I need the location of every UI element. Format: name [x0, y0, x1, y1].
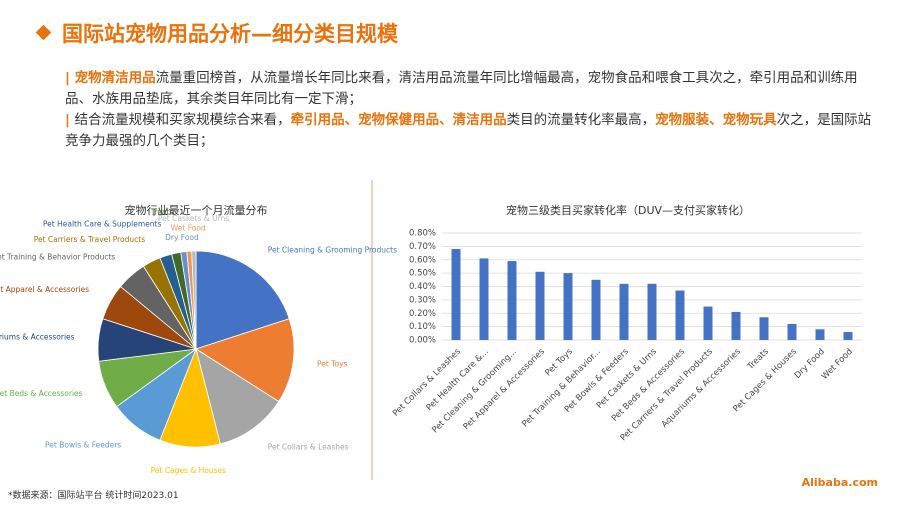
- pie-label: Dry Food: [165, 233, 199, 242]
- bar: [731, 311, 741, 340]
- bar: [843, 331, 853, 340]
- pie-label: Pet Beds & Accessories: [0, 389, 83, 398]
- pie-label: Aquariums & Accessories: [0, 333, 75, 342]
- bar: [787, 323, 797, 340]
- y-tick-label: 0.70%: [409, 242, 436, 252]
- bar: [619, 283, 629, 340]
- bar: [675, 290, 685, 340]
- text-run: 次之，是国际站竞争力最强的几个类目；: [65, 112, 872, 149]
- bar: [703, 306, 713, 340]
- bar: [507, 261, 517, 340]
- bar: [591, 279, 601, 340]
- bar: [563, 273, 573, 340]
- summary-text: | 宠物清洁用品流量重回榜首，从流量增长年同比来看，清洁用品流量年同比增幅最高，…: [65, 68, 880, 152]
- bar: [479, 258, 489, 340]
- y-tick-label: 0.20%: [409, 309, 436, 319]
- brand-logo: Alibaba.com: [801, 476, 878, 489]
- bar: [647, 283, 657, 340]
- text-run: 宠物服装、宠物玩具: [655, 112, 777, 128]
- pie-label: Pet Toys: [317, 359, 348, 368]
- bar: [759, 317, 769, 340]
- y-tick-label: 0.40%: [409, 282, 436, 292]
- y-tick-label: 0.60%: [409, 255, 436, 265]
- x-tick-label: Wet Food: [820, 347, 855, 382]
- bar: [815, 329, 825, 340]
- text-run: 流量重回榜首，从流量增长年同比来看，清洁用品流量年同比增幅最高，宠物食品和喂食工…: [65, 70, 858, 107]
- pie-slice: [195, 318, 295, 403]
- y-tick-label: 0.10%: [409, 322, 436, 332]
- pie-label: Pet Cages & Houses: [151, 466, 226, 475]
- pie-label: Pet Training & Behavior Products: [0, 252, 115, 261]
- pie-label: Pet Collars & Leashes: [268, 443, 349, 452]
- paragraph: | 结合流量规模和买家规模综合来看，牵引用品、宠物保健用品、清洁用品类目的流量转…: [65, 110, 880, 152]
- pie-label: Treats: [150, 207, 174, 216]
- y-tick-label: 0.00%: [409, 336, 436, 346]
- x-tick-label: Treats: [745, 346, 771, 372]
- y-tick-label: 0.30%: [409, 295, 436, 305]
- bar: [451, 249, 461, 340]
- text-run: | 宠物清洁用品: [65, 70, 156, 86]
- pie-label: Pet Caskets & Urns: [158, 214, 229, 223]
- pie-label: Pet Bowls & Feeders: [45, 440, 121, 449]
- y-tick-label: 0.50%: [409, 269, 436, 279]
- footnote: *数据来源：国际站平台 统计时间2023.01: [8, 491, 179, 501]
- slide-title: 国际站宠物用品分析—细分类目规模: [62, 22, 398, 46]
- text-run: 牵引用品、宠物保健用品、清洁用品: [290, 112, 507, 128]
- paragraph: | 宠物清洁用品流量重回榜首，从流量增长年同比来看，清洁用品流量年同比增幅最高，…: [65, 68, 880, 110]
- text-run: 结合流量规模和买家规模综合来看，: [74, 112, 291, 128]
- pie-slice: [191, 250, 197, 350]
- pie-label: Pet Carriers & Travel Products: [34, 235, 146, 244]
- pie-label: Wet Food: [171, 223, 206, 232]
- text-run: 类目的流量转化率最高，: [506, 112, 656, 128]
- bar: [535, 271, 545, 340]
- pie-label: Pet Health Care & Supplements: [43, 219, 162, 228]
- pie-label: Pet Apparel & Accessories: [0, 285, 89, 294]
- pie-label: Pet Cleaning & Grooming Products: [268, 245, 397, 254]
- y-tick-label: 0.80%: [409, 229, 436, 239]
- chart-title: 宠物三级类目买家转化率（DUV—支付买家转化）: [506, 203, 750, 217]
- pie-slice: [195, 250, 290, 350]
- chart-title: 宠物行业最近一个月流量分布: [125, 203, 268, 217]
- text-run: |: [65, 112, 75, 128]
- pie-slice: [195, 348, 280, 445]
